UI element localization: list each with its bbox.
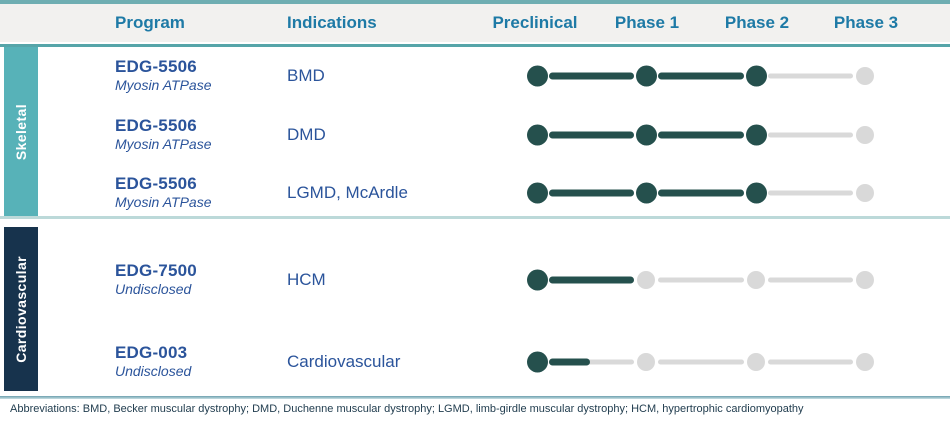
timeline-segment — [768, 277, 853, 283]
indication: HCM — [287, 270, 326, 289]
phase-dot-done — [635, 182, 657, 204]
program-mechanism: Undisclosed — [115, 363, 192, 380]
timeline-segment-fill — [658, 131, 744, 139]
pipeline-row: EDG-5506 Myosin ATPase LGMD, McArdle — [0, 164, 950, 222]
top-accent-strip — [0, 0, 950, 4]
timeline-segment — [768, 190, 853, 196]
timeline-segment — [768, 73, 853, 79]
column-header-indications: Indications — [287, 13, 377, 32]
program-name: EDG-5506 — [115, 174, 197, 194]
phase-dot-done — [745, 182, 767, 204]
timeline-segment — [768, 359, 853, 365]
timeline-segment — [768, 132, 853, 138]
timeline-segment — [549, 276, 634, 284]
timeline-segment — [658, 359, 744, 365]
timeline-segment — [549, 189, 634, 197]
program-mechanism: Myosin ATPase — [115, 136, 212, 153]
footer-divider — [0, 396, 950, 399]
timeline-segment-fill — [549, 276, 634, 284]
phase-dot-done — [745, 65, 767, 87]
section-tab-skeletal: Skeletal — [4, 47, 38, 218]
timeline-segment — [658, 72, 744, 80]
pipeline-row: EDG-7500 Undisclosed HCM — [0, 251, 950, 309]
phase-dot-pending — [856, 353, 874, 371]
column-header-preclinical: Preclinical — [492, 13, 578, 32]
header-underline — [0, 44, 950, 47]
phase-timeline — [526, 182, 875, 204]
indication: BMD — [287, 66, 325, 85]
phase-dot-done — [635, 124, 657, 146]
phase-dot-done — [526, 269, 548, 291]
timeline-segment — [658, 277, 744, 283]
pipeline-row: EDG-5506 Myosin ATPase BMD — [0, 47, 950, 105]
phase-dot-done — [745, 124, 767, 146]
column-header-phase1: Phase 1 — [614, 13, 680, 32]
phase-dot-pending — [637, 353, 655, 371]
program-block: EDG-7500 Undisclosed — [115, 261, 197, 299]
phase-dot-done — [635, 65, 657, 87]
phase-timeline — [526, 65, 875, 87]
phase-dot-pending — [747, 271, 765, 289]
indication: DMD — [287, 125, 326, 144]
column-header-phase3: Phase 3 — [833, 13, 899, 32]
column-header-phase2: Phase 2 — [724, 13, 790, 32]
section-tab-cardiovascular: Cardiovascular — [4, 227, 38, 391]
program-name: EDG-5506 — [115, 57, 197, 77]
table-header — [0, 4, 950, 42]
timeline-segment-fill — [658, 72, 744, 80]
timeline-segment — [549, 358, 634, 366]
timeline-segment-fill — [549, 189, 634, 197]
pipeline-row: EDG-5506 Myosin ATPase DMD — [0, 106, 950, 164]
program-mechanism: Myosin ATPase — [115, 77, 212, 94]
program-block: EDG-5506 Myosin ATPase — [115, 116, 211, 154]
timeline-segment — [658, 131, 744, 139]
timeline-segment — [658, 189, 744, 197]
phase-timeline — [526, 269, 875, 291]
phase-dot-done — [526, 124, 548, 146]
column-header-program: Program — [115, 13, 185, 32]
phase-dot-done — [526, 351, 548, 373]
section-divider — [0, 216, 950, 219]
indication: LGMD, McArdle — [287, 183, 408, 202]
phase-dot-pending — [856, 271, 874, 289]
phase-dot-pending — [747, 353, 765, 371]
timeline-segment-fill — [549, 72, 634, 80]
program-name: EDG-003 — [115, 343, 188, 363]
timeline-segment — [549, 131, 634, 139]
phase-dot-pending — [637, 271, 655, 289]
program-name: EDG-7500 — [115, 261, 197, 281]
program-block: EDG-003 Undisclosed — [115, 343, 191, 381]
phase-timeline — [526, 351, 875, 373]
timeline-segment-fill — [549, 358, 590, 366]
abbreviations-note: Abbreviations: BMD, Becker muscular dyst… — [10, 403, 804, 415]
phase-dot-pending — [856, 126, 874, 144]
timeline-segment-fill — [658, 189, 744, 197]
phase-dot-done — [526, 182, 548, 204]
phase-dot-done — [526, 65, 548, 87]
timeline-segment — [549, 72, 634, 80]
program-mechanism: Myosin ATPase — [115, 194, 212, 211]
phase-timeline — [526, 124, 875, 146]
indication: Cardiovascular — [287, 352, 401, 371]
phase-dot-pending — [856, 67, 874, 85]
program-name: EDG-5506 — [115, 116, 197, 136]
phase-dot-pending — [856, 184, 874, 202]
program-mechanism: Undisclosed — [115, 281, 192, 298]
timeline-segment-fill — [549, 131, 634, 139]
program-block: EDG-5506 Myosin ATPase — [115, 57, 211, 95]
pipeline-row: EDG-003 Undisclosed Cardiovascular — [0, 333, 950, 391]
program-block: EDG-5506 Myosin ATPase — [115, 174, 211, 212]
